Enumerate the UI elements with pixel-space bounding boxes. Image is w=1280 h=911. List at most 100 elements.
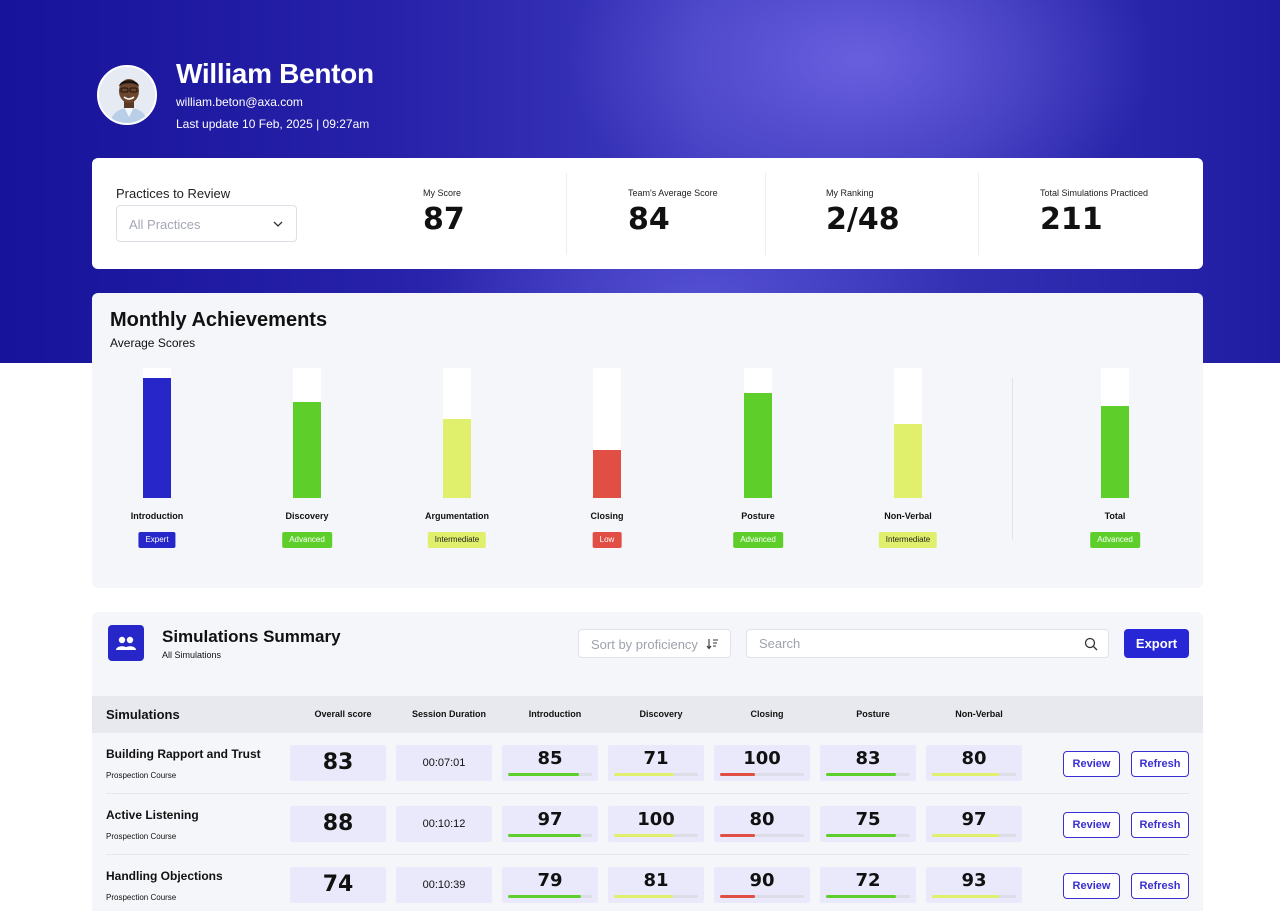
score-cell: 75 (820, 806, 916, 842)
score-value: 83 (855, 748, 881, 769)
column-header: Closing (750, 709, 784, 719)
divider (765, 173, 766, 255)
achievements-subtitle: Average Scores (110, 336, 196, 350)
search-input[interactable] (746, 629, 1109, 658)
export-button[interactable]: Export (1124, 629, 1189, 658)
score-bar-fill (720, 895, 755, 898)
bar-label: Posture (741, 511, 775, 521)
score-bar-fill (614, 895, 673, 898)
bar-track (143, 368, 171, 498)
bar-track (443, 368, 471, 498)
session-duration: 00:07:01 (396, 745, 492, 781)
column-header: Introduction (528, 709, 582, 719)
score-value: 100 (743, 748, 781, 769)
sort-label: Sort by proficiency (591, 637, 698, 652)
simulation-name: Handling Objections (106, 869, 223, 883)
score-bar-fill (720, 834, 755, 837)
score-cell: 72 (820, 867, 916, 903)
bar-track (894, 368, 922, 498)
summary-title: Simulations Summary (162, 627, 341, 646)
score-bar-track (826, 895, 910, 898)
column-header: Overall score (314, 709, 372, 719)
score-value: 75 (855, 809, 881, 830)
practices-select[interactable]: All Practices (116, 205, 297, 242)
level-badge: Advanced (282, 532, 332, 548)
score-bar-track (720, 895, 804, 898)
score-value: 79 (537, 870, 563, 891)
level-badge: Intermediate (427, 532, 487, 548)
score-bar-fill (508, 834, 581, 837)
score-cell: 71 (608, 745, 704, 781)
divider (978, 173, 979, 255)
practices-label: Practices to Review (116, 186, 231, 201)
stat-label: My Score (423, 188, 462, 198)
score-cell: 100 (608, 806, 704, 842)
bar-track (593, 368, 621, 498)
refresh-button[interactable]: Refresh (1131, 751, 1189, 777)
score-bar-fill (614, 834, 674, 837)
score-bar-track (508, 773, 592, 776)
bar-track (744, 368, 772, 498)
summary-subtitle: All Simulations (162, 650, 222, 660)
score-bar-fill (720, 773, 755, 776)
team-icon (108, 625, 144, 661)
column-header: Non-Verbal (955, 709, 1003, 719)
bar-fill (894, 424, 922, 498)
bar-label: Argumentation (425, 511, 489, 521)
bar-fill (443, 419, 471, 498)
search-icon[interactable] (1084, 637, 1098, 651)
bar-label: Non-Verbal (884, 511, 932, 521)
score-bar-track (932, 895, 1016, 898)
bar-fill (293, 402, 321, 498)
level-badge: Expert (138, 532, 176, 548)
score-cell: 81 (608, 867, 704, 903)
avatar (97, 65, 157, 125)
simulations-summary-card: Simulations Summary All Simulations Sort… (92, 612, 1203, 911)
refresh-button[interactable]: Refresh (1131, 812, 1189, 838)
score-value: 97 (537, 809, 563, 830)
simulation-course: Prospection Course (106, 893, 177, 902)
bar-track (1101, 368, 1129, 498)
achievements-title: Monthly Achievements (110, 309, 328, 331)
bar-label: Discovery (285, 511, 329, 521)
score-cell: 80 (714, 806, 810, 842)
score-bar-fill (932, 773, 999, 776)
table-header: Simulations Overall score Session Durati… (92, 696, 1203, 733)
stat-label: Team's Average Score (628, 188, 718, 198)
bar-fill (744, 393, 772, 498)
score-cell: 100 (714, 745, 810, 781)
review-button[interactable]: Review (1063, 751, 1120, 777)
review-button[interactable]: Review (1063, 812, 1120, 838)
session-duration: 00:10:12 (396, 806, 492, 842)
column-header: Simulations (106, 707, 180, 722)
column-header: Session Duration (411, 709, 486, 719)
stat-label: My Ranking (826, 188, 874, 198)
column-header: Posture (856, 709, 890, 719)
bar-fill (593, 450, 621, 498)
refresh-button[interactable]: Refresh (1131, 873, 1189, 899)
score-bar-track (720, 834, 804, 837)
review-button[interactable]: Review (1063, 873, 1120, 899)
score-bar-fill (508, 895, 581, 898)
score-value: 72 (855, 870, 881, 891)
overall-score: 88 (290, 806, 386, 842)
sort-dropdown[interactable]: Sort by proficiency (578, 629, 731, 658)
score-bar-track (932, 834, 1016, 837)
table-row: Handling Objections Prospection Course 74 0… (92, 855, 1203, 911)
stats-card: Practices to Review All Practices My Sco… (92, 158, 1203, 269)
stat-total-simulations: Total Simulations Practiced 211 (1040, 173, 1148, 255)
score-bar-track (826, 773, 910, 776)
stat-value: 2/48 (826, 202, 900, 237)
score-value: 97 (961, 809, 987, 830)
total-divider (1012, 378, 1013, 540)
score-bar-fill (826, 834, 896, 837)
score-cell: 83 (820, 745, 916, 781)
score-value: 93 (961, 870, 987, 891)
simulation-course: Prospection Course (106, 771, 177, 780)
score-value: 81 (643, 870, 669, 891)
score-bar-track (932, 773, 1016, 776)
score-bar-track (614, 773, 698, 776)
level-badge: Advanced (1090, 532, 1140, 548)
score-bar-track (614, 895, 698, 898)
score-bar-track (508, 895, 592, 898)
